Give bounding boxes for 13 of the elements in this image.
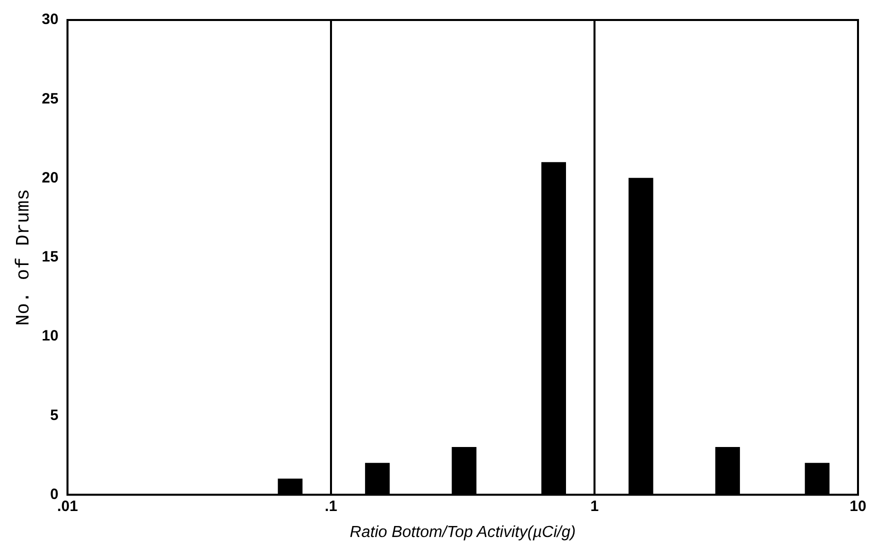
x-axis-title: Ratio Bottom/Top Activity(µCi/g): [350, 524, 576, 541]
x-tick-label: .01: [57, 498, 78, 515]
x-tick-label: 10: [850, 498, 866, 515]
y-tick-label: 0: [50, 486, 58, 503]
y-tick-label: 10: [42, 328, 58, 345]
y-tick-label: 20: [42, 169, 58, 186]
x-tick-label: 1: [590, 498, 599, 515]
y-tick-label: 15: [42, 248, 58, 266]
y-tick-label: 30: [42, 11, 58, 28]
y-tick-label: 25: [42, 90, 58, 108]
x-tick-label: .1: [324, 498, 338, 515]
y-axis-title: No. of Drums: [12, 188, 34, 326]
y-tick-label: 5: [50, 406, 58, 424]
